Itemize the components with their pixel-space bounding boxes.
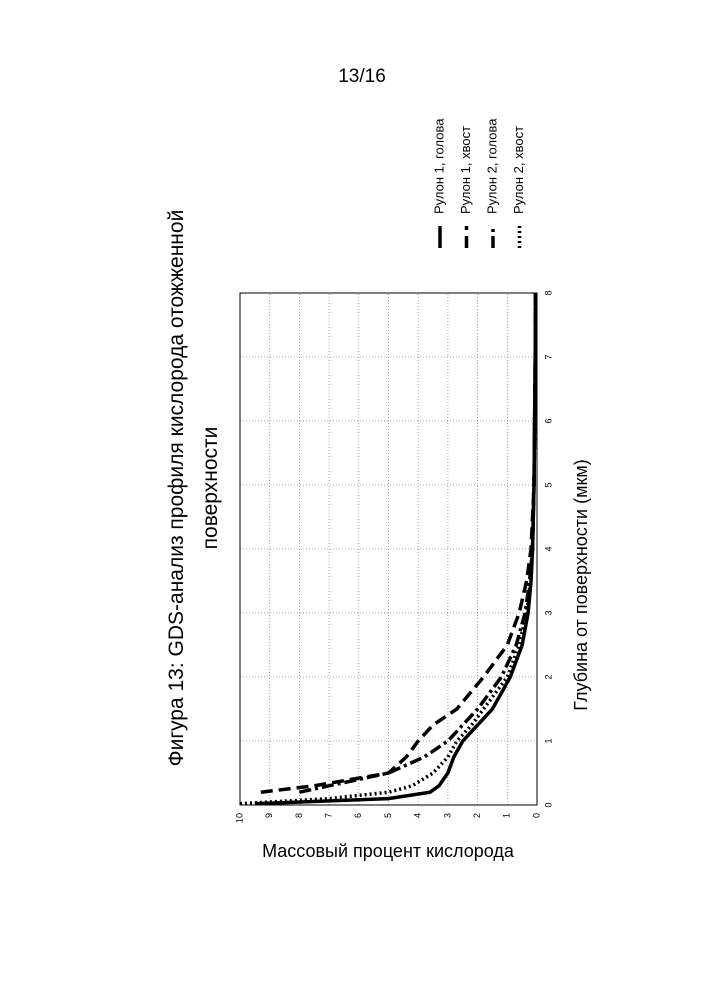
- y-tick-label: 5: [383, 813, 393, 818]
- legend-label: Рулон 2, голова: [484, 118, 499, 214]
- y-tick-label: 9: [264, 813, 274, 818]
- rotated-chart: Фигура 13: GDS-анализ профиля кислорода …: [160, 118, 591, 823]
- y-tick-label: 7: [323, 813, 333, 818]
- x-tick-label: 3: [543, 610, 553, 615]
- series-line: [261, 293, 536, 792]
- y-tick-label: 4: [413, 813, 423, 818]
- x-tick-label: 0: [543, 802, 553, 807]
- x-tick-label: 8: [543, 290, 553, 295]
- x-tick-label: 5: [543, 482, 553, 487]
- series-line: [255, 293, 536, 804]
- x-axis-label: Глубина от поверхности (мкм): [571, 459, 591, 710]
- page-number: 13/16: [338, 66, 386, 87]
- title-box: Фигура 13: GDS-анализ профиля кислорода …: [160, 198, 240, 778]
- chart-title: Фигура 13: GDS-анализ профиля кислорода …: [160, 198, 228, 778]
- x-tick-label: 1: [543, 738, 553, 743]
- y-tick-label: 8: [294, 813, 304, 818]
- x-tick-label: 6: [543, 418, 553, 423]
- legend-label: Рулон 2, хвост: [511, 126, 526, 214]
- x-tick-label: 4: [543, 546, 553, 551]
- x-tick-label: 2: [543, 674, 553, 679]
- y-tick-label: 1: [502, 813, 512, 818]
- y-tick-label: 0: [531, 813, 541, 818]
- series-line: [240, 293, 536, 804]
- legend-label: Рулон 1, хвост: [458, 126, 473, 214]
- y-tick-label: 2: [472, 813, 482, 818]
- y-tick-label: 6: [353, 813, 363, 818]
- series-line: [299, 293, 535, 792]
- page: 13/16 Массовый процент кислорода Фигура …: [0, 0, 707, 1000]
- y-tick-label: 3: [442, 813, 452, 818]
- x-tick-label: 7: [543, 354, 553, 359]
- legend-label: Рулон 1, голова: [431, 118, 446, 214]
- y-tick-label: 10: [234, 813, 244, 823]
- y-axis-label: Массовый процент кислорода: [262, 841, 515, 861]
